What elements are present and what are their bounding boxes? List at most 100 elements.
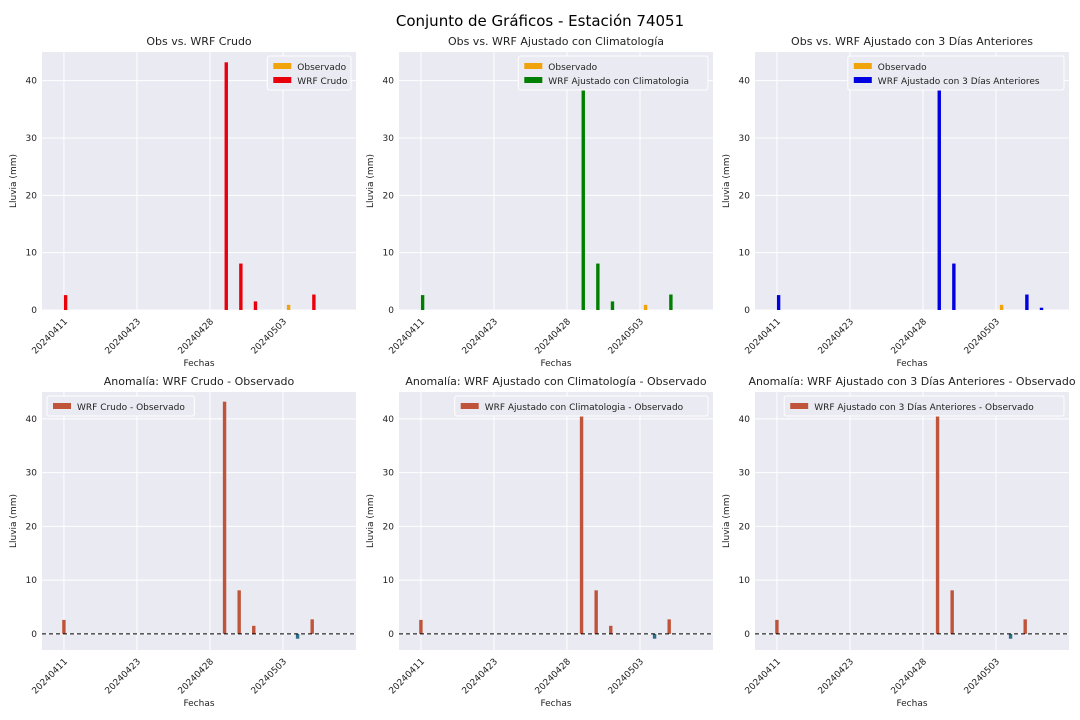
x-tick-label: 20240423 <box>461 657 500 696</box>
y-tick-label: 20 <box>26 191 38 201</box>
legend-label: Observado <box>548 63 597 73</box>
plot-area <box>42 392 356 650</box>
bar <box>295 633 300 639</box>
x-axis-label: Fechas <box>540 359 571 369</box>
legend-box <box>783 395 1065 417</box>
x-tick-label: 20240411 <box>388 317 427 356</box>
bar <box>252 625 256 634</box>
bar <box>610 301 615 310</box>
y-tick-label: 0 <box>31 306 37 316</box>
bar <box>253 301 258 310</box>
x-tick-label: 20240428 <box>534 657 574 697</box>
bar <box>63 295 68 310</box>
y-tick-label: 20 <box>383 191 395 201</box>
y-tick-label: 40 <box>383 77 395 87</box>
x-tick-label: 20240423 <box>104 657 143 696</box>
bar <box>776 295 781 310</box>
bar <box>419 619 423 634</box>
legend-box <box>454 395 709 417</box>
bar <box>237 590 241 634</box>
y-tick-label: 20 <box>739 191 751 201</box>
bar <box>1008 633 1013 639</box>
bar <box>652 633 657 639</box>
x-tick-label: 20240503 <box>963 657 1002 696</box>
y-tick-label: 30 <box>739 134 751 144</box>
x-tick-label: 20240503 <box>250 657 289 696</box>
bar <box>1023 619 1027 634</box>
bar <box>239 263 243 310</box>
x-tick-label: 20240423 <box>461 317 500 356</box>
bar <box>937 62 941 310</box>
y-axis-label: Lluvia (mm) <box>366 154 376 208</box>
y-tick-label: 30 <box>26 134 38 144</box>
legend-label: WRF Ajustado con 3 Días Anteriores - Obs… <box>814 403 1034 413</box>
y-tick-label: 10 <box>739 576 751 586</box>
x-tick-label: 20240503 <box>963 317 1002 356</box>
bar <box>594 590 598 634</box>
legend-label: Observado <box>297 63 346 73</box>
x-axis-label: Fechas <box>183 699 214 709</box>
bar <box>643 304 648 310</box>
legend-label: Observado <box>878 63 927 73</box>
x-tick-label: 20240503 <box>607 657 646 696</box>
bar <box>667 619 671 634</box>
bar <box>224 62 228 310</box>
chart-panel-2: 0 10 20 30 40 20240411 20240423 20240428 2024050… <box>366 35 713 369</box>
y-tick-label: 10 <box>383 249 395 259</box>
legend-label: WRF Ajustado con 3 Días Anteriores <box>878 77 1040 87</box>
bar <box>579 401 584 634</box>
x-tick-label: 20240411 <box>31 657 70 696</box>
y-tick-label: 30 <box>383 134 395 144</box>
bar <box>935 401 940 634</box>
bar <box>581 62 585 310</box>
legend-box <box>517 55 709 91</box>
x-tick-label: 20240428 <box>177 657 217 697</box>
y-tick-label: 0 <box>388 630 394 640</box>
legend-swatch <box>273 63 292 69</box>
y-tick-label: 10 <box>26 576 38 586</box>
x-tick-label: 20240411 <box>31 317 70 356</box>
y-tick-label: 10 <box>26 249 38 259</box>
x-tick-label: 20240411 <box>388 657 427 696</box>
y-axis-label: Lluvia (mm) <box>366 494 376 548</box>
chart-title: Anomalía: WRF Ajustado con Climatología … <box>405 375 707 388</box>
bar <box>1039 307 1044 310</box>
bar <box>222 401 227 634</box>
y-tick-label: 40 <box>739 415 751 425</box>
legend-label: WRF Ajustado con Climatologia - Observad… <box>485 403 684 413</box>
chart-panel-5: 0 10 20 30 40 20240411 20240423 20240428 2024050… <box>366 375 713 709</box>
bar <box>310 619 314 634</box>
x-tick-label: 20240411 <box>744 657 783 696</box>
chart-title: Anomalía: WRF Crudo - Observado <box>104 375 295 388</box>
y-tick-label: 20 <box>739 522 751 532</box>
x-axis-label: Fechas <box>540 699 571 709</box>
y-tick-label: 20 <box>383 522 395 532</box>
y-tick-label: 20 <box>26 522 38 532</box>
y-axis-label: Lluvia (mm) <box>9 154 19 208</box>
legend-label: WRF Crudo - Observado <box>77 403 185 413</box>
y-tick-label: 30 <box>739 469 751 479</box>
bar <box>286 304 291 310</box>
bar <box>1025 294 1029 310</box>
bar <box>420 295 425 310</box>
bar <box>312 294 316 310</box>
bar <box>999 304 1004 310</box>
legend-swatch <box>273 77 292 83</box>
y-axis-label: Lluvia (mm) <box>722 494 732 548</box>
x-axis-label: Fechas <box>183 359 214 369</box>
chart-panel-4: 0 10 20 30 40 20240411 20240423 20240428 2024050… <box>9 375 356 709</box>
legend-label: WRF Crudo <box>297 77 348 87</box>
x-tick-label: 20240423 <box>104 317 143 356</box>
chart-panel-3: 0 10 20 30 40 20240411 20240423 20240428 2024050… <box>722 35 1069 369</box>
bar <box>950 590 954 634</box>
plot-area <box>42 52 356 310</box>
y-tick-label: 30 <box>26 469 38 479</box>
legend-swatch <box>53 403 71 409</box>
x-tick-label: 20240428 <box>890 317 930 357</box>
plot-area <box>399 392 713 650</box>
legend-box <box>46 395 195 417</box>
plot-area <box>755 52 1069 310</box>
legend-swatch <box>790 403 809 409</box>
legend-box <box>847 55 1065 91</box>
